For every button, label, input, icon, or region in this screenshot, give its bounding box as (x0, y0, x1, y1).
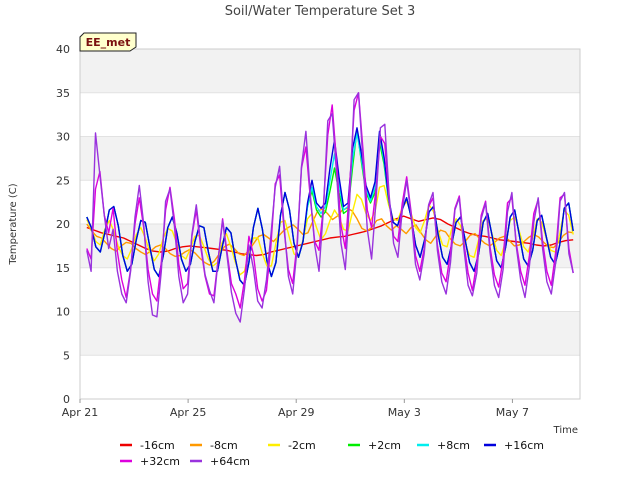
y-tick-label: 5 (63, 349, 70, 362)
y-tick-label: 15 (56, 262, 70, 275)
legend-label: -16cm (140, 439, 175, 452)
legend-label: +32cm (140, 455, 180, 468)
y-tick-label: 20 (56, 218, 70, 231)
y-tick-label: 25 (56, 174, 70, 187)
plot-band (80, 49, 580, 93)
legend-label: -8cm (210, 439, 238, 452)
plot-band (80, 267, 580, 312)
plot-band (80, 136, 580, 181)
x-axis-ticks: Apr 21 Apr 25 Apr 29 May 3 May 7 (62, 399, 529, 419)
x-tick-label: May 3 (388, 406, 421, 419)
plot-band (80, 311, 580, 356)
legend-label: +2cm (368, 439, 401, 452)
x-axis-label: Time (553, 425, 578, 436)
x-tick-label: May 7 (496, 406, 529, 419)
series-layer (86, 92, 574, 323)
legend-label: +16cm (504, 439, 544, 452)
y-tick-label: 10 (56, 306, 70, 319)
station-badge-label: EE_met (86, 36, 131, 49)
plot-frame (79, 48, 581, 400)
y-tick-label: 35 (56, 87, 70, 100)
legend-label: -2cm (288, 439, 316, 452)
x-tick-label: Apr 29 (278, 406, 315, 419)
series-line-32cm (86, 92, 574, 309)
y-tick-label: 40 (56, 43, 70, 56)
legend-label: +64cm (210, 455, 250, 468)
chart-title: Soil/Water Temperature Set 3 (225, 4, 416, 19)
series-line-16cm (86, 127, 574, 286)
x-tick-label: Apr 25 (170, 406, 207, 419)
y-tick-label: 0 (63, 393, 70, 406)
legend-label: +8cm (437, 439, 470, 452)
series-line-8cm (86, 207, 574, 266)
plot-band (80, 92, 580, 137)
y-tick-label: 30 (56, 131, 70, 144)
x-tick-label: Apr 21 (62, 406, 99, 419)
legend: -16cm -8cm -2cm +2cm +8cm +16cm +32cm +64cm (120, 439, 544, 468)
y-axis-label: Temperature (C) (8, 183, 19, 265)
y-axis-ticks: 0 5 10 15 20 25 30 35 40 (56, 43, 70, 406)
station-badge-shape (79, 32, 137, 52)
station-badge: EE_met (79, 32, 137, 52)
plot-band (80, 355, 580, 399)
series-line-64cm (86, 92, 574, 323)
